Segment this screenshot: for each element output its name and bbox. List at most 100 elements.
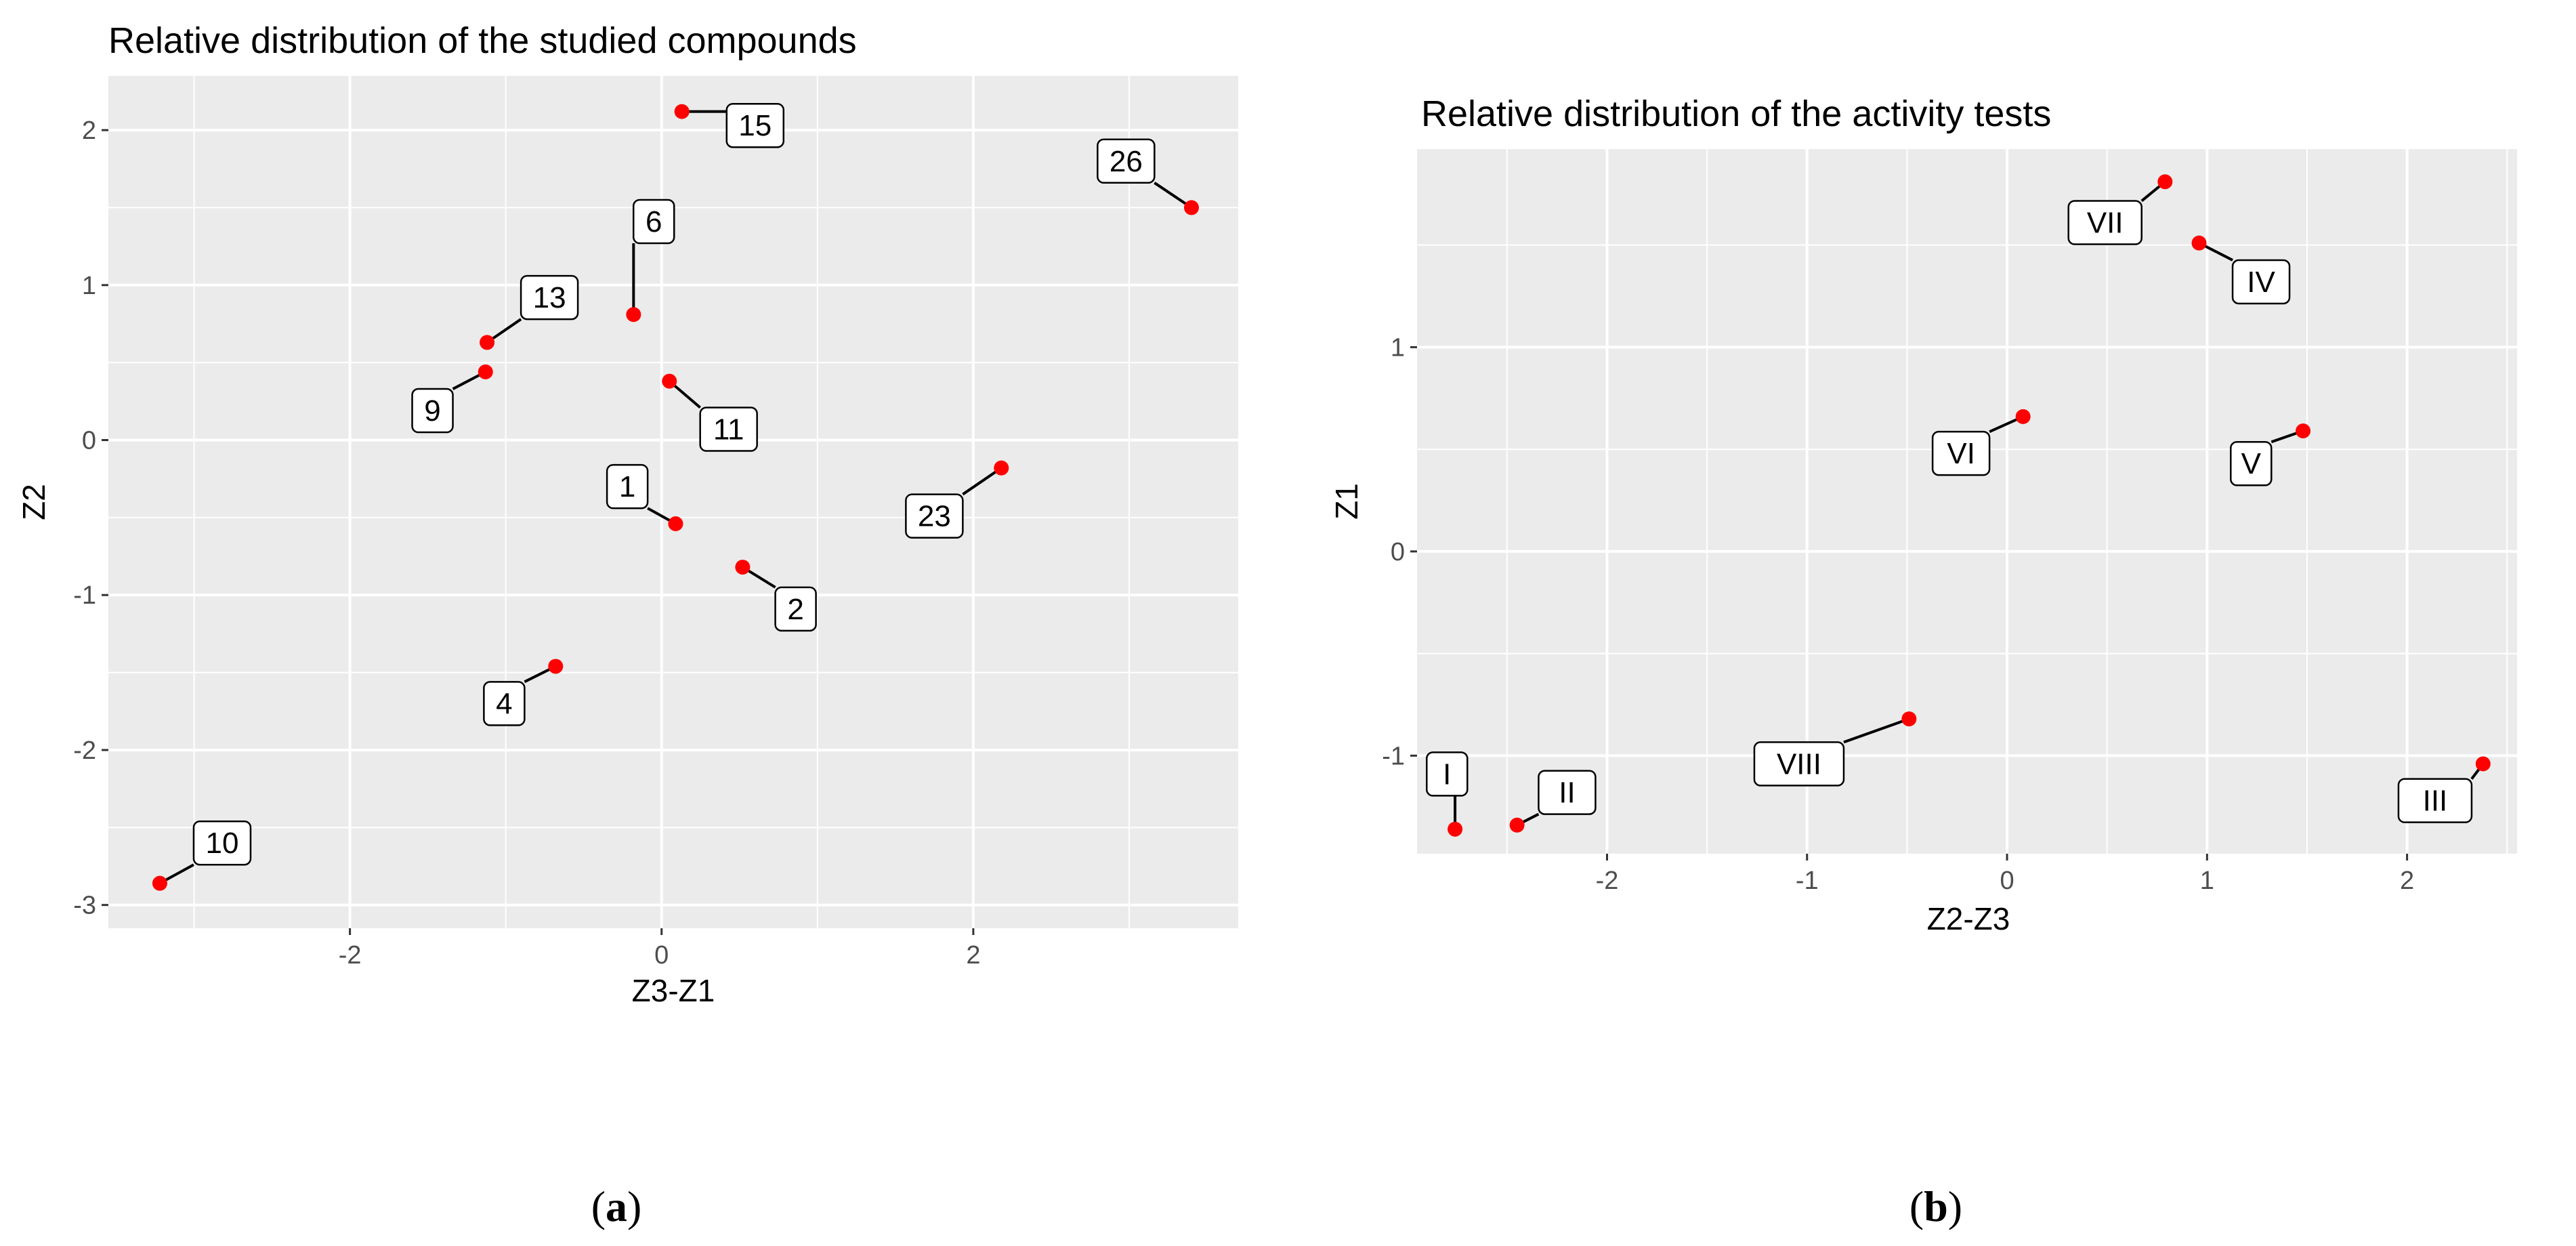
b-point-VIII: VIII: [1753, 711, 1917, 787]
b-point-VI: VI: [1931, 409, 2031, 476]
b-point-VII: VII: [2067, 174, 2173, 245]
b-label-box-VI: [1931, 430, 1991, 476]
b-label-box-II: [1538, 770, 1597, 815]
a-dot-26: [1183, 200, 1199, 215]
b-label-III: III: [2423, 785, 2448, 818]
a-dot-9: [478, 364, 493, 379]
a-point-13: 13: [480, 274, 579, 350]
a-connector-23: [962, 467, 1002, 496]
a-label-box-2: [774, 586, 817, 632]
b-label-II: II: [1559, 776, 1575, 810]
a-label-26: 26: [1110, 145, 1143, 178]
b-dot-IV: [2191, 235, 2207, 251]
a-dot-2: [735, 560, 751, 575]
b-point-I: I: [1426, 751, 1469, 837]
a-label-13: 13: [533, 281, 566, 314]
chart-a-caption: (a): [591, 1182, 642, 1230]
b-dot-III: [2475, 756, 2491, 772]
b-point-IV: IV: [2191, 235, 2291, 305]
chart-b-x-axis-title: Z2-Z3: [1927, 901, 2010, 936]
b-label-V: V: [2241, 447, 2262, 480]
b-label-I: I: [1443, 757, 1451, 791]
chart-a-caption-open: (: [591, 1182, 606, 1230]
a-y-tick-label: -3: [73, 892, 96, 920]
a-label-10: 10: [205, 827, 238, 860]
b-point-III: III: [2397, 756, 2491, 823]
a-label-2: 2: [787, 593, 803, 626]
b-dot-I: [1448, 821, 1463, 837]
a-dot-10: [152, 875, 167, 891]
a-label-6: 6: [646, 205, 662, 238]
a-y-tick-label: -2: [73, 736, 96, 765]
b-label-box-I: [1426, 751, 1469, 797]
b-x-tick-label: -2: [1596, 867, 1619, 895]
chart-b-caption: (b): [1909, 1182, 1962, 1230]
a-label-box-11: [699, 407, 758, 452]
chart-b-axis-ticks: -2 -1 0 1 2 1 0 -1: [1382, 333, 2414, 895]
b-label-VII: VII: [2087, 207, 2124, 240]
chart-a-caption-letter: a: [606, 1182, 627, 1230]
a-point-4: 4: [483, 659, 564, 726]
b-y-tick-label: 0: [1391, 538, 1405, 566]
a-dot-6: [626, 307, 641, 323]
a-label-box-15: [725, 102, 785, 148]
b-label-VIII: VIII: [1777, 747, 1821, 781]
a-label-11: 11: [713, 413, 744, 446]
chart-b-plot-area: [1417, 149, 2517, 854]
b-dot-II: [1509, 817, 1525, 833]
a-point-6: 6: [626, 199, 675, 323]
b-label-IV: IV: [2247, 266, 2275, 299]
chart-b: Relative distribution of the activity te…: [1329, 94, 2517, 1230]
b-x-tick-label: 1: [2200, 867, 2214, 895]
a-label-box-26: [1097, 138, 1156, 184]
a-point-11: 11: [662, 373, 758, 452]
a-y-tick-label: -1: [73, 581, 96, 610]
a-label-box-1: [606, 463, 649, 510]
a-dot-23: [994, 460, 1009, 476]
chart-a-caption-close: ): [627, 1182, 641, 1230]
chart-b-title: Relative distribution of the activity te…: [1421, 94, 2051, 134]
b-point-V: V: [2230, 423, 2311, 486]
chart-a: Relative distribution of the studied com…: [16, 20, 1238, 1230]
b-label-VI: VI: [1947, 437, 1975, 470]
a-label-box-13: [520, 274, 579, 320]
b-x-tick-label: 0: [2000, 867, 2014, 895]
b-x-tick-label: 2: [2400, 867, 2414, 895]
b-label-box-IV: [2231, 259, 2291, 305]
a-point-26: 26: [1097, 138, 1199, 215]
b-label-box-III: [2397, 778, 2473, 823]
b-dot-VII: [2157, 174, 2173, 190]
a-dot-15: [674, 104, 690, 119]
a-y-tick-label: 1: [82, 272, 96, 300]
a-x-tick-label: 0: [654, 941, 669, 970]
a-label-box-10: [192, 820, 252, 866]
a-dot-13: [480, 335, 495, 350]
b-label-box-V: [2230, 440, 2273, 486]
chart-b-y-axis-title: Z1: [1329, 483, 1364, 520]
a-point-15: 15: [674, 102, 785, 148]
b-label-box-VIII: [1753, 741, 1845, 787]
b-y-tick-label: 1: [1391, 333, 1405, 362]
b-dot-VI: [2015, 409, 2031, 424]
b-label-box-VII: [2067, 200, 2142, 245]
a-label-box-4: [483, 681, 526, 726]
b-x-tick-label: -1: [1796, 867, 1819, 895]
a-label-box-6: [632, 199, 675, 245]
a-label-15: 15: [738, 109, 772, 142]
a-label-box-9: [411, 388, 454, 434]
a-label-1: 1: [619, 470, 635, 503]
b-connector-VIII: [1843, 718, 1910, 744]
a-label-box-23: [905, 493, 964, 539]
a-dot-1: [668, 516, 683, 532]
a-dot-11: [662, 373, 677, 389]
chart-b-caption-close: ): [1948, 1182, 1962, 1230]
a-dot-4: [548, 659, 564, 674]
chart-a-x-axis-title: Z3-Z1: [632, 973, 715, 1008]
a-label-23: 23: [918, 500, 951, 533]
a-point-2: 2: [735, 560, 817, 632]
a-y-tick-label: 2: [82, 117, 96, 145]
